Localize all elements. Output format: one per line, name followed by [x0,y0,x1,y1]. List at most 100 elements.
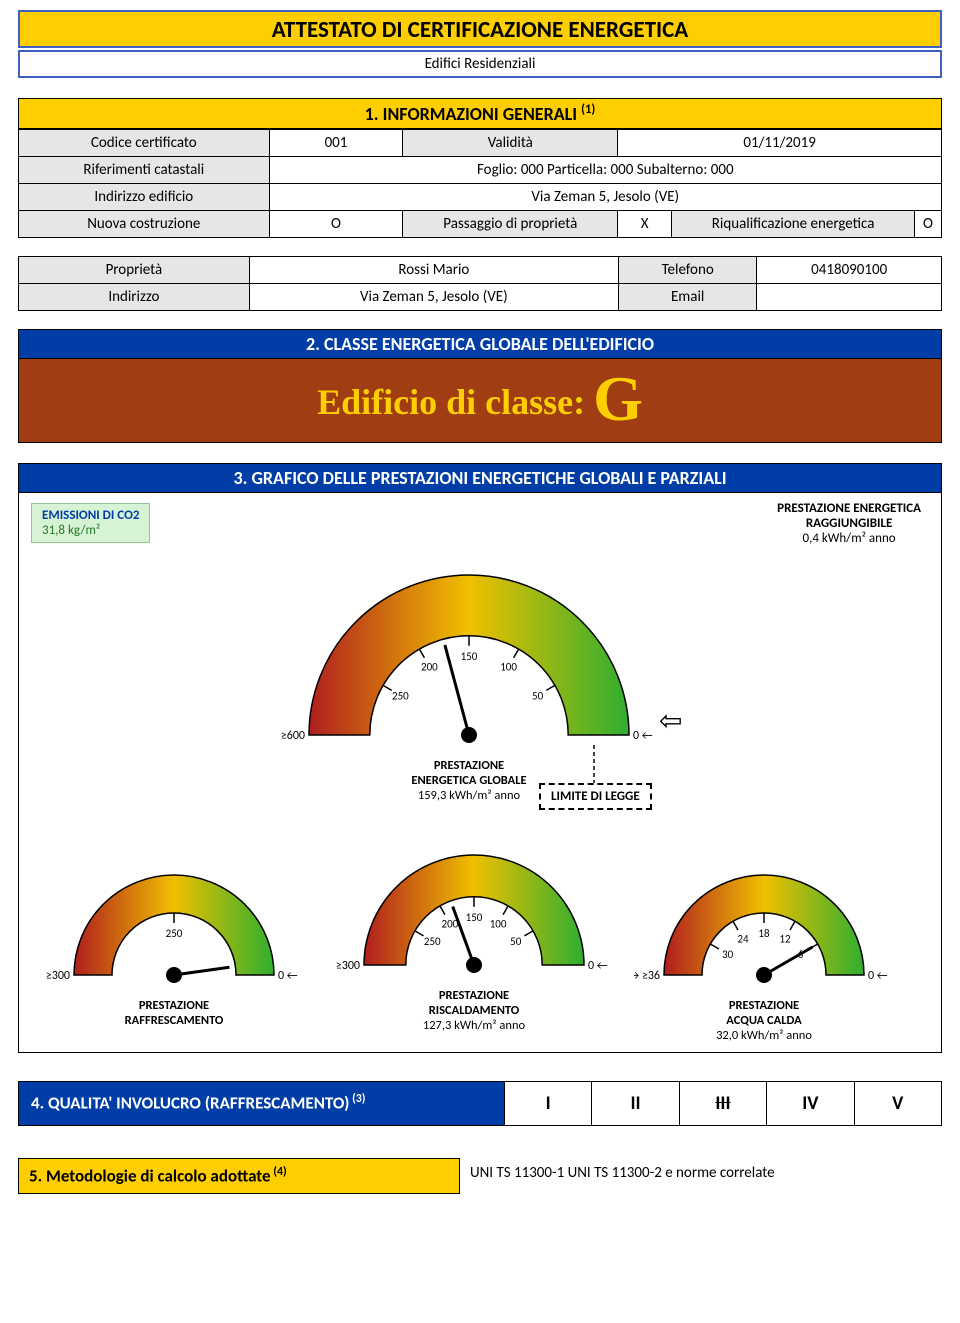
codice-certificato-value: 001 [269,130,403,157]
svg-text:0 ←: 0 ← [278,969,298,983]
svg-text:0 ←: 0 ← [633,729,653,743]
section3-header: 3. GRAFICO DELLE PRESTAZIONI ENERGETICHE… [18,463,942,493]
prestazione-raggiungibile-box: PRESTAZIONE ENERGETICA RAGGIUNGIBILE 0,4… [777,501,921,546]
svg-text:100: 100 [500,661,517,674]
section4-header-sup: (3) [349,1092,365,1106]
svg-text:→ ≥36: → ≥36 [634,969,660,983]
limite-connector [574,745,614,787]
gauge-riscaldamento-title2: RISCALDAMENTO [334,1003,614,1018]
gauge-acqua: 302418126→ ≥360 ← PRESTAZIONE ACQUA CALD… [634,843,894,1043]
svg-text:→ ≥300: → ≥300 [334,959,360,973]
gauge-globale-svg: 250 200 150 100 50 → ≥600 0 ← [279,543,659,753]
svg-text:200: 200 [421,661,438,674]
pr-ragg-label2: RAGGIUNGIBILE [777,516,921,531]
qualita-cell-1: I [505,1081,592,1126]
section4-header: 4. QUALITA' INVOLUCRO (RAFFRESCAMENTO) (… [18,1081,505,1126]
co2-label: EMISSIONI DI CO2 [42,508,139,523]
gauge-acqua-svg: 302418126→ ≥360 ← [634,843,894,993]
svg-text:24: 24 [737,933,749,946]
section4-row: 4. QUALITA' INVOLUCRO (RAFFRESCAMENTO) (… [18,1081,942,1126]
telefono-label: Telefono [618,257,756,284]
svg-text:250: 250 [166,927,183,940]
gauge-riscaldamento-svg: 25020015010050→ ≥3000 ← [334,823,614,983]
section1-header: 1. INFORMAZIONI GENERALI (1) [18,98,942,129]
validita-label: Validità [403,130,618,157]
svg-text:0 ←: 0 ← [588,959,608,973]
indirizzo-owner-label: Indirizzo [19,284,250,311]
section5-row: 5. Metodologie di calcolo adottate (4) U… [18,1158,942,1194]
gauge-raffrescamento-title2: RAFFRESCAMENTO [44,1013,304,1028]
validita-value: 01/11/2019 [618,130,942,157]
gauge-raffrescamento-svg: 250 → ≥300 0 ← [44,843,304,993]
gauge-riscaldamento-title1: PRESTAZIONE [334,988,614,1003]
svg-text:50: 50 [510,935,522,948]
svg-text:30: 30 [722,948,734,961]
gauge-raffrescamento-title1: PRESTAZIONE [44,998,304,1013]
qualita-cell-4: IV [767,1081,854,1126]
grafico-container: EMISSIONI DI CO2 31,8 kg/m² PRESTAZIONE … [18,493,942,1053]
qualita-cell-3-text: III [715,1092,730,1115]
riqualificazione-label: Riqualificazione energetica [672,211,915,238]
telefono-value: 0418090100 [757,257,942,284]
passaggio-label: Passaggio di proprietà [403,211,618,238]
riqualificazione-value: O [915,211,942,238]
co2-emissions-box: EMISSIONI DI CO2 31,8 kg/m² [31,503,150,543]
section5-value: UNI TS 11300-1 UNI TS 11300-2 e norme co… [460,1158,942,1194]
svg-text:150: 150 [466,911,483,924]
section1-header-text: 1. INFORMAZIONI GENERALI [365,103,581,125]
gauge-acqua-value: 32,0 kWh/m² anno [634,1028,894,1043]
section5-header-sup: (4) [271,1165,287,1179]
gauge-riscaldamento-value: 127,3 kWh/m² anno [334,1018,614,1033]
passaggio-value: X [618,211,672,238]
pr-ragg-value: 0,4 kWh/m² anno [777,531,921,546]
svg-text:12: 12 [779,933,791,946]
gauge-raffrescamento-caption: PRESTAZIONE RAFFRESCAMENTO [44,998,304,1028]
qualita-cell-2: II [592,1081,679,1126]
indirizzo-edificio-value: Via Zeman 5, Jesolo (VE) [269,184,941,211]
proprieta-label: Proprietà [19,257,250,284]
svg-text:18: 18 [758,927,770,940]
qualita-cell-3: III [680,1081,767,1126]
owner-table: Proprietà Rossi Mario Telefono 041809010… [18,256,942,311]
proprieta-value: Rossi Mario [249,257,618,284]
gauge-riscaldamento-caption: PRESTAZIONE RISCALDAMENTO 127,3 kWh/m² a… [334,988,614,1033]
rif-catastali-value: Foglio: 000 Particella: 000 Subalterno: … [269,157,941,184]
qualita-cell-5: V [855,1081,942,1126]
pr-ragg-label1: PRESTAZIONE ENERGETICA [777,501,921,516]
codice-certificato-label: Codice certificato [19,130,270,157]
section1-header-sup: (1) [581,102,595,117]
arrow-left-icon: ⇦ [659,703,682,738]
svg-text:250: 250 [424,935,441,948]
svg-text:→ ≥600: → ≥600 [279,729,305,743]
energy-class-text: Edificio di classe: [317,382,585,422]
nuova-costruzione-label: Nuova costruzione [19,211,270,238]
svg-text:50: 50 [532,690,544,703]
document-subtitle: Edifici Residenziali [18,50,942,78]
section2-header: 2. CLASSE ENERGETICA GLOBALE DELL'EDIFIC… [18,329,942,359]
energy-class-letter: G [593,363,643,434]
document-title: ATTESTATO DI CERTIFICAZIONE ENERGETICA [18,10,942,48]
rif-catastali-label: Riferimenti catastali [19,157,270,184]
section1-table: Codice certificato 001 Validità 01/11/20… [18,129,942,238]
email-value [757,284,942,311]
nuova-costruzione-value: O [269,211,403,238]
co2-value: 31,8 kg/m² [42,523,139,538]
gauge-riscaldamento: 25020015010050→ ≥3000 ← PRESTAZIONE RISC… [334,823,614,1033]
limite-legge-box: LIMITE DI LEGGE [539,783,652,810]
gauge-acqua-title1: PRESTAZIONE [634,998,894,1013]
svg-text:0 ←: 0 ← [868,969,888,983]
svg-text:100: 100 [490,917,507,930]
svg-text:→ ≥300: → ≥300 [44,969,70,983]
indirizzo-edificio-label: Indirizzo edificio [19,184,270,211]
indirizzo-owner-value: Via Zeman 5, Jesolo (VE) [249,284,618,311]
section4-header-text: 4. QUALITA' INVOLUCRO (RAFFRESCAMENTO) [31,1093,349,1114]
energy-class-banner: Edificio di classe:G [18,359,942,443]
limite-legge-label: LIMITE DI LEGGE [539,783,652,810]
svg-text:250: 250 [392,690,409,703]
svg-text:150: 150 [461,650,478,663]
section5-header: 5. Metodologie di calcolo adottate (4) [18,1158,460,1194]
gauge-acqua-caption: PRESTAZIONE ACQUA CALDA 32,0 kWh/m² anno [634,998,894,1043]
gauge-acqua-title2: ACQUA CALDA [634,1013,894,1028]
email-label: Email [618,284,756,311]
section5-header-text: 5. Metodologie di calcolo adottate [29,1166,271,1187]
